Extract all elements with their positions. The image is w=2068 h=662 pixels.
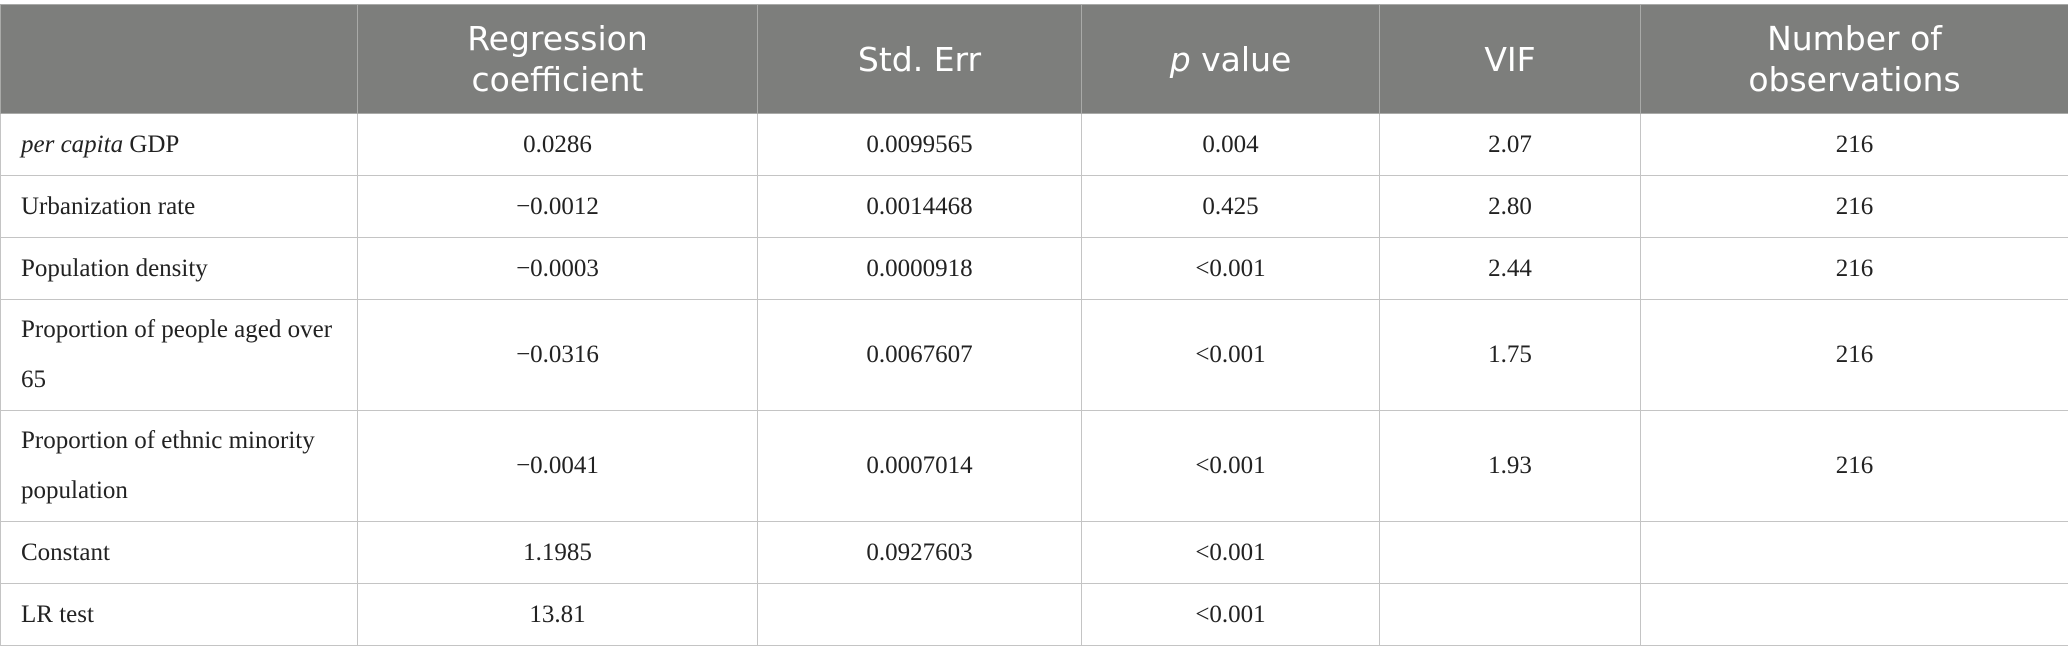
table-body: per capita GDP 0.0286 0.0099565 0.004 2.… xyxy=(0,113,2068,646)
cell-observations: 216 xyxy=(1640,299,2068,411)
cell-std-err: 0.0067607 xyxy=(757,299,1082,411)
cell-observations xyxy=(1640,583,2068,646)
cell-coefficient: −0.0012 xyxy=(357,175,758,238)
header-p-value-rest: value xyxy=(1190,39,1292,79)
header-observations: Number of observations xyxy=(1640,4,2068,114)
cell-p-value: <0.001 xyxy=(1081,299,1380,411)
cell-vif: 2.80 xyxy=(1379,175,1641,238)
header-regression-coefficient: Regression coefficient xyxy=(357,4,758,114)
cell-p-value: <0.001 xyxy=(1081,521,1380,584)
cell-observations: 216 xyxy=(1640,237,2068,300)
cell-std-err: 0.0099565 xyxy=(757,113,1082,176)
table-row: Proportion of people aged over 65 −0.031… xyxy=(0,299,2068,411)
cell-vif: 1.93 xyxy=(1379,410,1641,522)
cell-observations: 216 xyxy=(1640,175,2068,238)
cell-p-value: 0.425 xyxy=(1081,175,1380,238)
cell-std-err: 0.0000918 xyxy=(757,237,1082,300)
row-label: Proportion of ethnic minority population xyxy=(0,410,358,522)
header-p-value: p value xyxy=(1081,4,1380,114)
regression-table-container: Regression coefficient Std. Err p value … xyxy=(0,4,2068,646)
cell-vif: 2.44 xyxy=(1379,237,1641,300)
cell-vif xyxy=(1379,583,1641,646)
table-row: Population density −0.0003 0.0000918 <0.… xyxy=(0,237,2068,300)
cell-std-err: 0.0007014 xyxy=(757,410,1082,522)
cell-p-value: <0.001 xyxy=(1081,410,1380,522)
row-label-italic: per capita xyxy=(21,130,124,158)
header-vif: VIF xyxy=(1379,4,1641,114)
table-row: Urbanization rate −0.0012 0.0014468 0.42… xyxy=(0,175,2068,238)
header-row-label xyxy=(0,4,358,114)
cell-p-value: <0.001 xyxy=(1081,583,1380,646)
cell-std-err xyxy=(757,583,1082,646)
cell-std-err: 0.0927603 xyxy=(757,521,1082,584)
cell-observations: 216 xyxy=(1640,113,2068,176)
row-label: Urbanization rate xyxy=(0,175,358,238)
row-label: LR test xyxy=(0,583,358,646)
table-row: per capita GDP 0.0286 0.0099565 0.004 2.… xyxy=(0,113,2068,176)
header-row: Regression coefficient Std. Err p value … xyxy=(0,4,2068,114)
cell-observations xyxy=(1640,521,2068,584)
cell-coefficient: −0.0003 xyxy=(357,237,758,300)
table-row: Proportion of ethnic minority population… xyxy=(0,410,2068,522)
cell-vif: 2.07 xyxy=(1379,113,1641,176)
table-row: LR test 13.81 <0.001 xyxy=(0,583,2068,646)
cell-p-value: 0.004 xyxy=(1081,113,1380,176)
cell-p-value: <0.001 xyxy=(1081,237,1380,300)
cell-vif xyxy=(1379,521,1641,584)
header-p-value-italic: p xyxy=(1169,39,1191,79)
table-header: Regression coefficient Std. Err p value … xyxy=(0,4,2068,114)
header-std-err: Std. Err xyxy=(757,4,1082,114)
cell-coefficient: 13.81 xyxy=(357,583,758,646)
row-label: per capita GDP xyxy=(0,113,358,176)
cell-observations: 216 xyxy=(1640,410,2068,522)
regression-table: Regression coefficient Std. Err p value … xyxy=(0,4,2068,646)
row-label-text: GDP xyxy=(123,130,180,158)
row-label: Constant xyxy=(0,521,358,584)
cell-coefficient: −0.0316 xyxy=(357,299,758,411)
cell-std-err: 0.0014468 xyxy=(757,175,1082,238)
table-row: Constant 1.1985 0.0927603 <0.001 xyxy=(0,521,2068,584)
cell-vif: 1.75 xyxy=(1379,299,1641,411)
cell-coefficient: −0.0041 xyxy=(357,410,758,522)
cell-coefficient: 0.0286 xyxy=(357,113,758,176)
row-label: Proportion of people aged over 65 xyxy=(0,299,358,411)
row-label: Population density xyxy=(0,237,358,300)
cell-coefficient: 1.1985 xyxy=(357,521,758,584)
